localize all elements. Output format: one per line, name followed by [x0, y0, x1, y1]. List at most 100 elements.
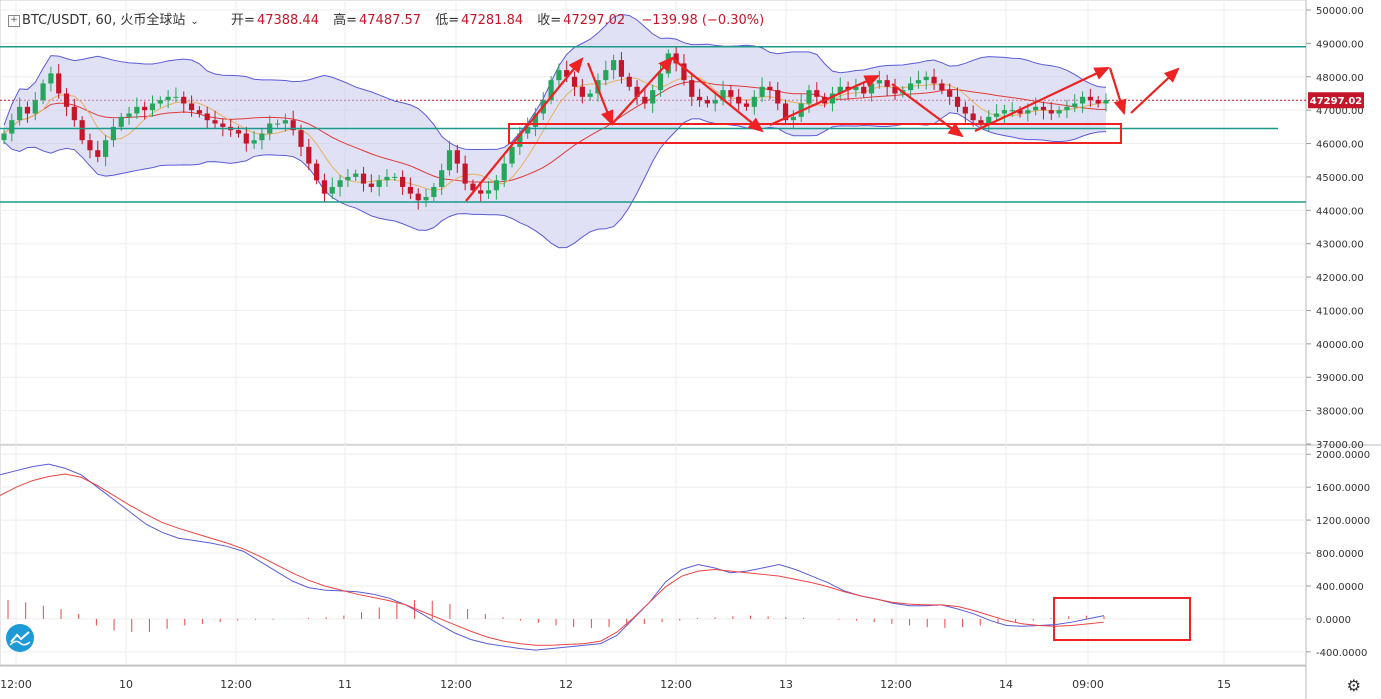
last-price-tag [1308, 92, 1364, 109]
candle-body [259, 133, 265, 141]
candle-body [439, 170, 445, 187]
candle-body [1001, 110, 1007, 114]
candle-body [931, 76, 937, 84]
candle-body [376, 180, 382, 187]
y-tick-label: 46000.00 [1316, 140, 1364, 151]
candle-body [728, 90, 734, 97]
y-tick-label: 38000.00 [1316, 407, 1364, 418]
candle-body [532, 113, 539, 127]
candle-body [290, 120, 296, 131]
candle-body [861, 86, 867, 94]
candle-body [767, 86, 773, 91]
y-tick-label: 37000.00 [1316, 440, 1364, 451]
macd-highlight-box [1053, 597, 1191, 641]
candle-body [306, 146, 312, 164]
candle-body [876, 80, 882, 84]
candle-body [360, 173, 367, 184]
x-tick-label: 12:00 [0, 678, 32, 691]
y-tick-label: 48000.00 [1316, 73, 1364, 84]
macd-y-tick-label: 1200.0000 [1316, 516, 1370, 527]
candle-body [165, 96, 171, 101]
y-tick-label: 42000.00 [1316, 273, 1364, 284]
candle-body [962, 106, 968, 114]
open-label: 开= [231, 13, 255, 28]
candle-body [251, 140, 257, 144]
gear-icon[interactable]: ⚙ [1346, 676, 1361, 695]
candle-body [720, 90, 726, 101]
candle-body [314, 163, 320, 181]
candle-body [868, 83, 875, 94]
candle-body [923, 76, 929, 81]
candle-body [736, 96, 742, 104]
candle-body [993, 113, 1000, 117]
candle-body [134, 106, 140, 114]
candle-body [56, 73, 62, 94]
candle-body [157, 100, 163, 104]
candle-body [1103, 100, 1109, 104]
x-tick-label: 12:00 [660, 678, 692, 691]
candle-body [149, 103, 156, 111]
candle-body [657, 73, 664, 91]
trend-arrow [586, 62, 614, 127]
candle-body [775, 90, 781, 104]
ohlc-legend: + BTC/USDT, 60, 火币全球站 ⌄ 开= 47388.44 高= 47487… [8, 9, 766, 28]
expand-icon[interactable]: + [8, 14, 20, 27]
x-tick-label: 12 [559, 678, 573, 691]
candle-body [298, 130, 304, 147]
candle-body [321, 180, 328, 194]
symbol-label[interactable]: BTC/USDT, 60, 火币全球站 [22, 13, 186, 28]
candle-body [642, 96, 648, 104]
candles [1, 46, 1109, 210]
chevron-down-icon[interactable]: ⌄ [190, 16, 199, 27]
candle-body [181, 96, 187, 104]
x-tick-label: 14 [999, 678, 1013, 691]
candle-body [603, 70, 609, 81]
candle-body [853, 86, 859, 91]
candle-body [634, 86, 640, 97]
candle-body [9, 120, 15, 134]
trend-arrow [1130, 67, 1180, 114]
candle-body [493, 180, 499, 191]
y-tick-label: 40000.00 [1316, 340, 1364, 351]
ma-fast [3, 75, 1107, 191]
macd-y-tick-label: 0.0000 [1316, 615, 1351, 626]
candle-body [939, 83, 945, 91]
candle-body [126, 113, 132, 117]
candle-body [282, 120, 288, 124]
candle-body [806, 90, 812, 104]
candle-body [704, 100, 711, 104]
candle-body [87, 140, 93, 151]
logo-icon [6, 624, 34, 652]
candle-body [243, 133, 249, 144]
x-tick-label: 15 [1217, 678, 1231, 691]
candle-body [274, 123, 281, 125]
range-box [508, 123, 1122, 144]
candle-body [689, 80, 695, 97]
candle-body [587, 93, 593, 97]
candle-body [517, 133, 523, 147]
x-tick-label: 10 [119, 678, 133, 691]
y-tick-label: 45000.00 [1316, 173, 1364, 184]
candle-body [548, 80, 554, 101]
candle-body [837, 86, 843, 94]
y-tick-label: 39000.00 [1316, 373, 1364, 384]
candle-body [626, 76, 632, 87]
x-tick-label: 12:00 [220, 678, 252, 691]
candle-body [142, 106, 148, 111]
candle-body [478, 190, 484, 194]
last-price-label: 47297.02 [1310, 96, 1363, 107]
candle-body [353, 173, 359, 177]
close-label: 收= [537, 13, 562, 28]
candle-body [509, 146, 515, 164]
candle-body [1025, 110, 1031, 114]
candle-body [1064, 106, 1070, 111]
y-tick-label: 41000.00 [1316, 306, 1364, 317]
candle-body [24, 106, 31, 114]
low-value: 47281.84 [461, 13, 524, 28]
candle-body [1048, 110, 1054, 114]
candle-body [40, 83, 46, 101]
candle-body [618, 60, 625, 77]
candle-body [501, 163, 507, 181]
candle-body [95, 150, 101, 157]
